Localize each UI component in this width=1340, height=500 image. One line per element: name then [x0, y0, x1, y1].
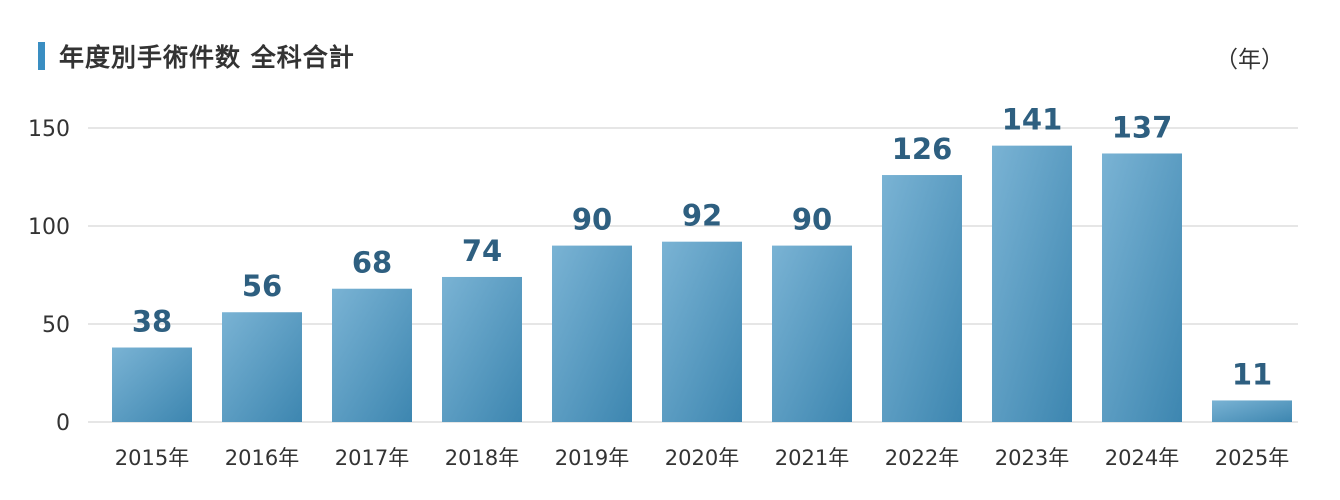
value-label: 68 — [352, 246, 392, 280]
x-tick-label: 2022年 — [885, 446, 959, 470]
value-label: 92 — [682, 199, 722, 233]
value-label: 38 — [132, 305, 172, 339]
x-tick-label: 2019年 — [555, 446, 629, 470]
value-label: 90 — [572, 203, 612, 237]
x-tick-label: 2018年 — [445, 446, 519, 470]
x-tick-label: 2021年 — [775, 446, 849, 470]
bar-2016年 — [222, 312, 302, 422]
bar-2023年 — [992, 145, 1072, 422]
chart-header: 年度別手術件数 全科合計 — [38, 38, 355, 74]
value-label: 74 — [462, 234, 502, 268]
value-label: 141 — [1002, 103, 1063, 137]
value-label: 56 — [242, 269, 282, 303]
bar-2018年 — [442, 276, 522, 422]
bar-2020年 — [662, 241, 742, 422]
bar-2017年 — [332, 288, 412, 422]
x-tick-label: 2020年 — [665, 446, 739, 470]
title-accent-bar — [38, 42, 45, 70]
x-axis-ticks: 2015年 2016年 2017年 2018年 2019年 2020年 2021年 2022年… — [115, 446, 1289, 470]
y-axis-ticks: 0 50 100 150 — [28, 117, 70, 436]
y-tick-label: 100 — [28, 215, 70, 240]
value-label: 126 — [892, 132, 953, 166]
bar-2015年 — [112, 347, 192, 422]
x-tick-label: 2016年 — [225, 446, 299, 470]
x-tick-label: 2017年 — [335, 446, 409, 470]
chart-title: 年度別手術件数 全科合計 — [59, 43, 355, 72]
value-labels: 38 56 68 74 90 92 90 126 141 137 11 — [132, 103, 1272, 392]
value-label: 137 — [1112, 110, 1173, 144]
y-tick-label: 0 — [56, 411, 70, 436]
bar-2025年 — [1212, 400, 1292, 422]
x-tick-label: 2024年 — [1105, 446, 1179, 470]
value-label: 11 — [1232, 357, 1272, 391]
bar-2024年 — [1102, 153, 1182, 423]
x-axis-unit-label: （年） — [1215, 47, 1284, 73]
bar-2022年 — [882, 175, 962, 422]
bar-2019年 — [552, 245, 632, 422]
y-tick-label: 150 — [28, 117, 70, 142]
value-label: 90 — [792, 203, 832, 237]
x-tick-label: 2023年 — [995, 446, 1069, 470]
bars — [112, 145, 1292, 423]
y-tick-label: 50 — [42, 313, 70, 338]
bar-2021年 — [772, 245, 852, 422]
x-tick-label: 2015年 — [115, 446, 189, 470]
x-tick-label: 2025年 — [1215, 446, 1289, 470]
